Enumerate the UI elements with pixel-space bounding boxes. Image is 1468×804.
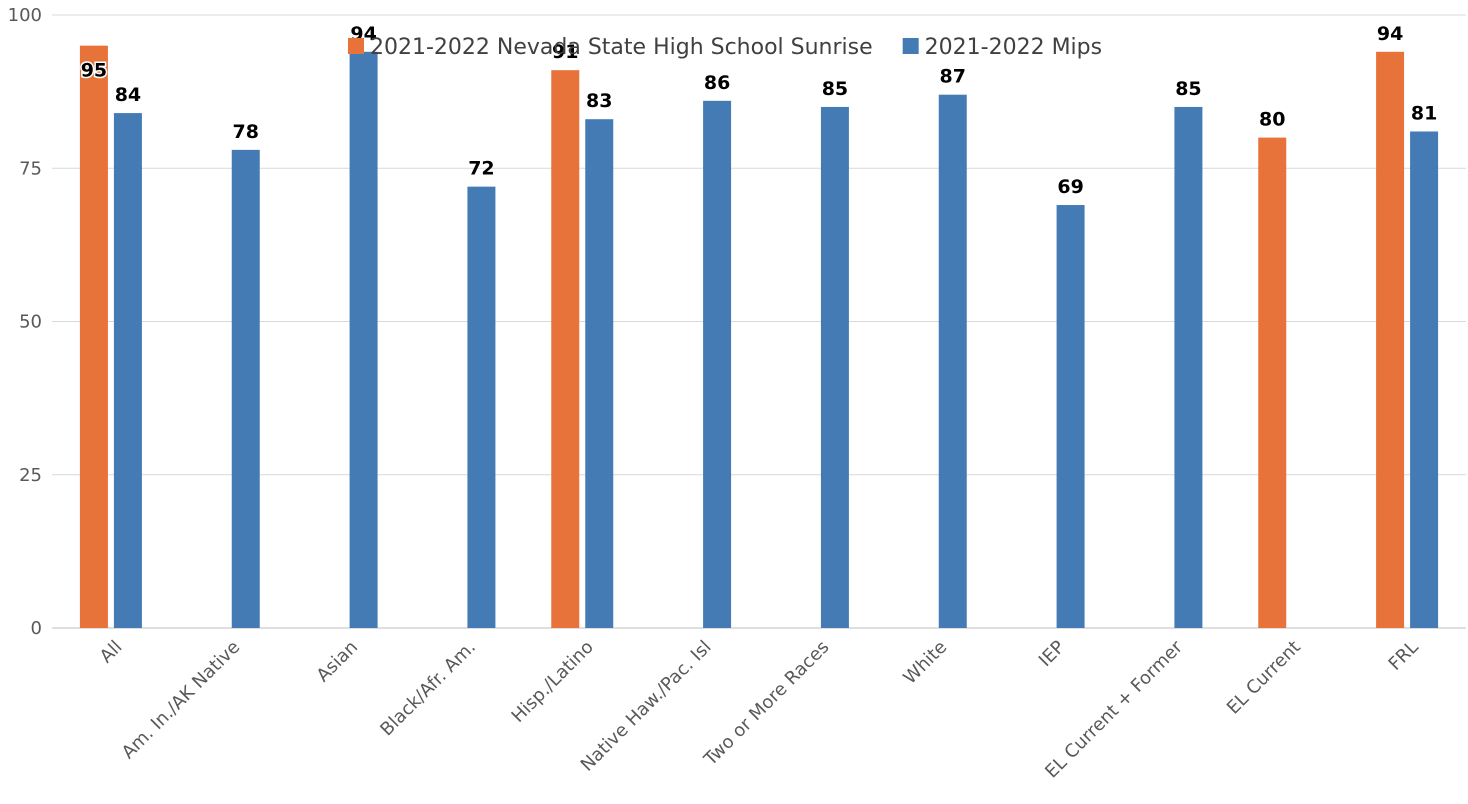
bar-mips <box>938 94 967 628</box>
data-label: 69 <box>1057 176 1083 198</box>
y-tick-label: 100 <box>8 5 42 26</box>
bar-sunrise <box>551 70 580 629</box>
x-category-label: White <box>899 637 951 689</box>
data-label: 83 <box>586 90 612 112</box>
legend-swatch <box>348 38 364 54</box>
gridlines <box>52 14 1466 629</box>
x-category-label: All <box>96 637 127 668</box>
legend-swatch <box>902 38 919 54</box>
bars <box>79 45 1439 629</box>
bar-sunrise <box>1258 137 1287 628</box>
bar-mips <box>1174 106 1203 628</box>
bar-mips <box>113 113 142 628</box>
y-tick-label: 0 <box>31 618 42 639</box>
data-label: 85 <box>1175 78 1201 100</box>
data-label: 87 <box>940 66 966 88</box>
bar-mips <box>820 106 849 628</box>
data-label: 81 <box>1411 102 1437 124</box>
x-category-label: FRL <box>1385 637 1423 675</box>
bar-mips <box>585 119 614 629</box>
data-label: 72 <box>468 158 494 180</box>
x-category-label: Two or More Races <box>699 637 833 771</box>
bar-mips <box>467 186 496 628</box>
data-label: 80 <box>1259 109 1285 131</box>
data-label: 95 <box>81 60 107 82</box>
legend-label: 2021-2022 Nevada State High School Sunri… <box>370 35 873 60</box>
bar-sunrise <box>79 45 108 628</box>
bar-sunrise <box>1376 51 1405 628</box>
bar-mips <box>1056 205 1085 628</box>
x-category-label: Asian <box>313 637 363 687</box>
x-category-label: EL Current + Former <box>1041 636 1187 782</box>
data-label: 78 <box>233 121 259 143</box>
data-label: 86 <box>704 72 730 94</box>
y-tick-label: 75 <box>19 158 42 179</box>
data-label: 94 <box>1377 23 1403 45</box>
y-tick-label: 25 <box>19 465 42 486</box>
x-category-label: EL Current <box>1223 637 1305 719</box>
x-category-label: Hisp./Latino <box>508 637 598 727</box>
bar-mips <box>231 149 260 629</box>
x-category-label: Native Haw./Pac. Isl <box>577 637 716 776</box>
data-label: 91 <box>552 41 578 63</box>
bar-mips <box>349 51 378 628</box>
x-category-label: IEP <box>1035 637 1069 671</box>
legend-label: 2021-2022 Mips <box>925 35 1102 60</box>
y-tick-label: 50 <box>19 312 42 333</box>
y-axis-ticks: 0 25 50 75 100 <box>8 5 42 639</box>
bar-mips <box>703 100 732 628</box>
data-label: 85 <box>822 78 848 100</box>
x-category-label: Am. In./AK Native <box>118 637 245 764</box>
legend: 2021-2022 Nevada State High School Sunri… <box>348 35 1102 60</box>
bar-mips <box>1410 131 1439 628</box>
data-label: 84 <box>115 84 141 106</box>
x-category-label: Black/Afr. Am. <box>376 637 480 741</box>
